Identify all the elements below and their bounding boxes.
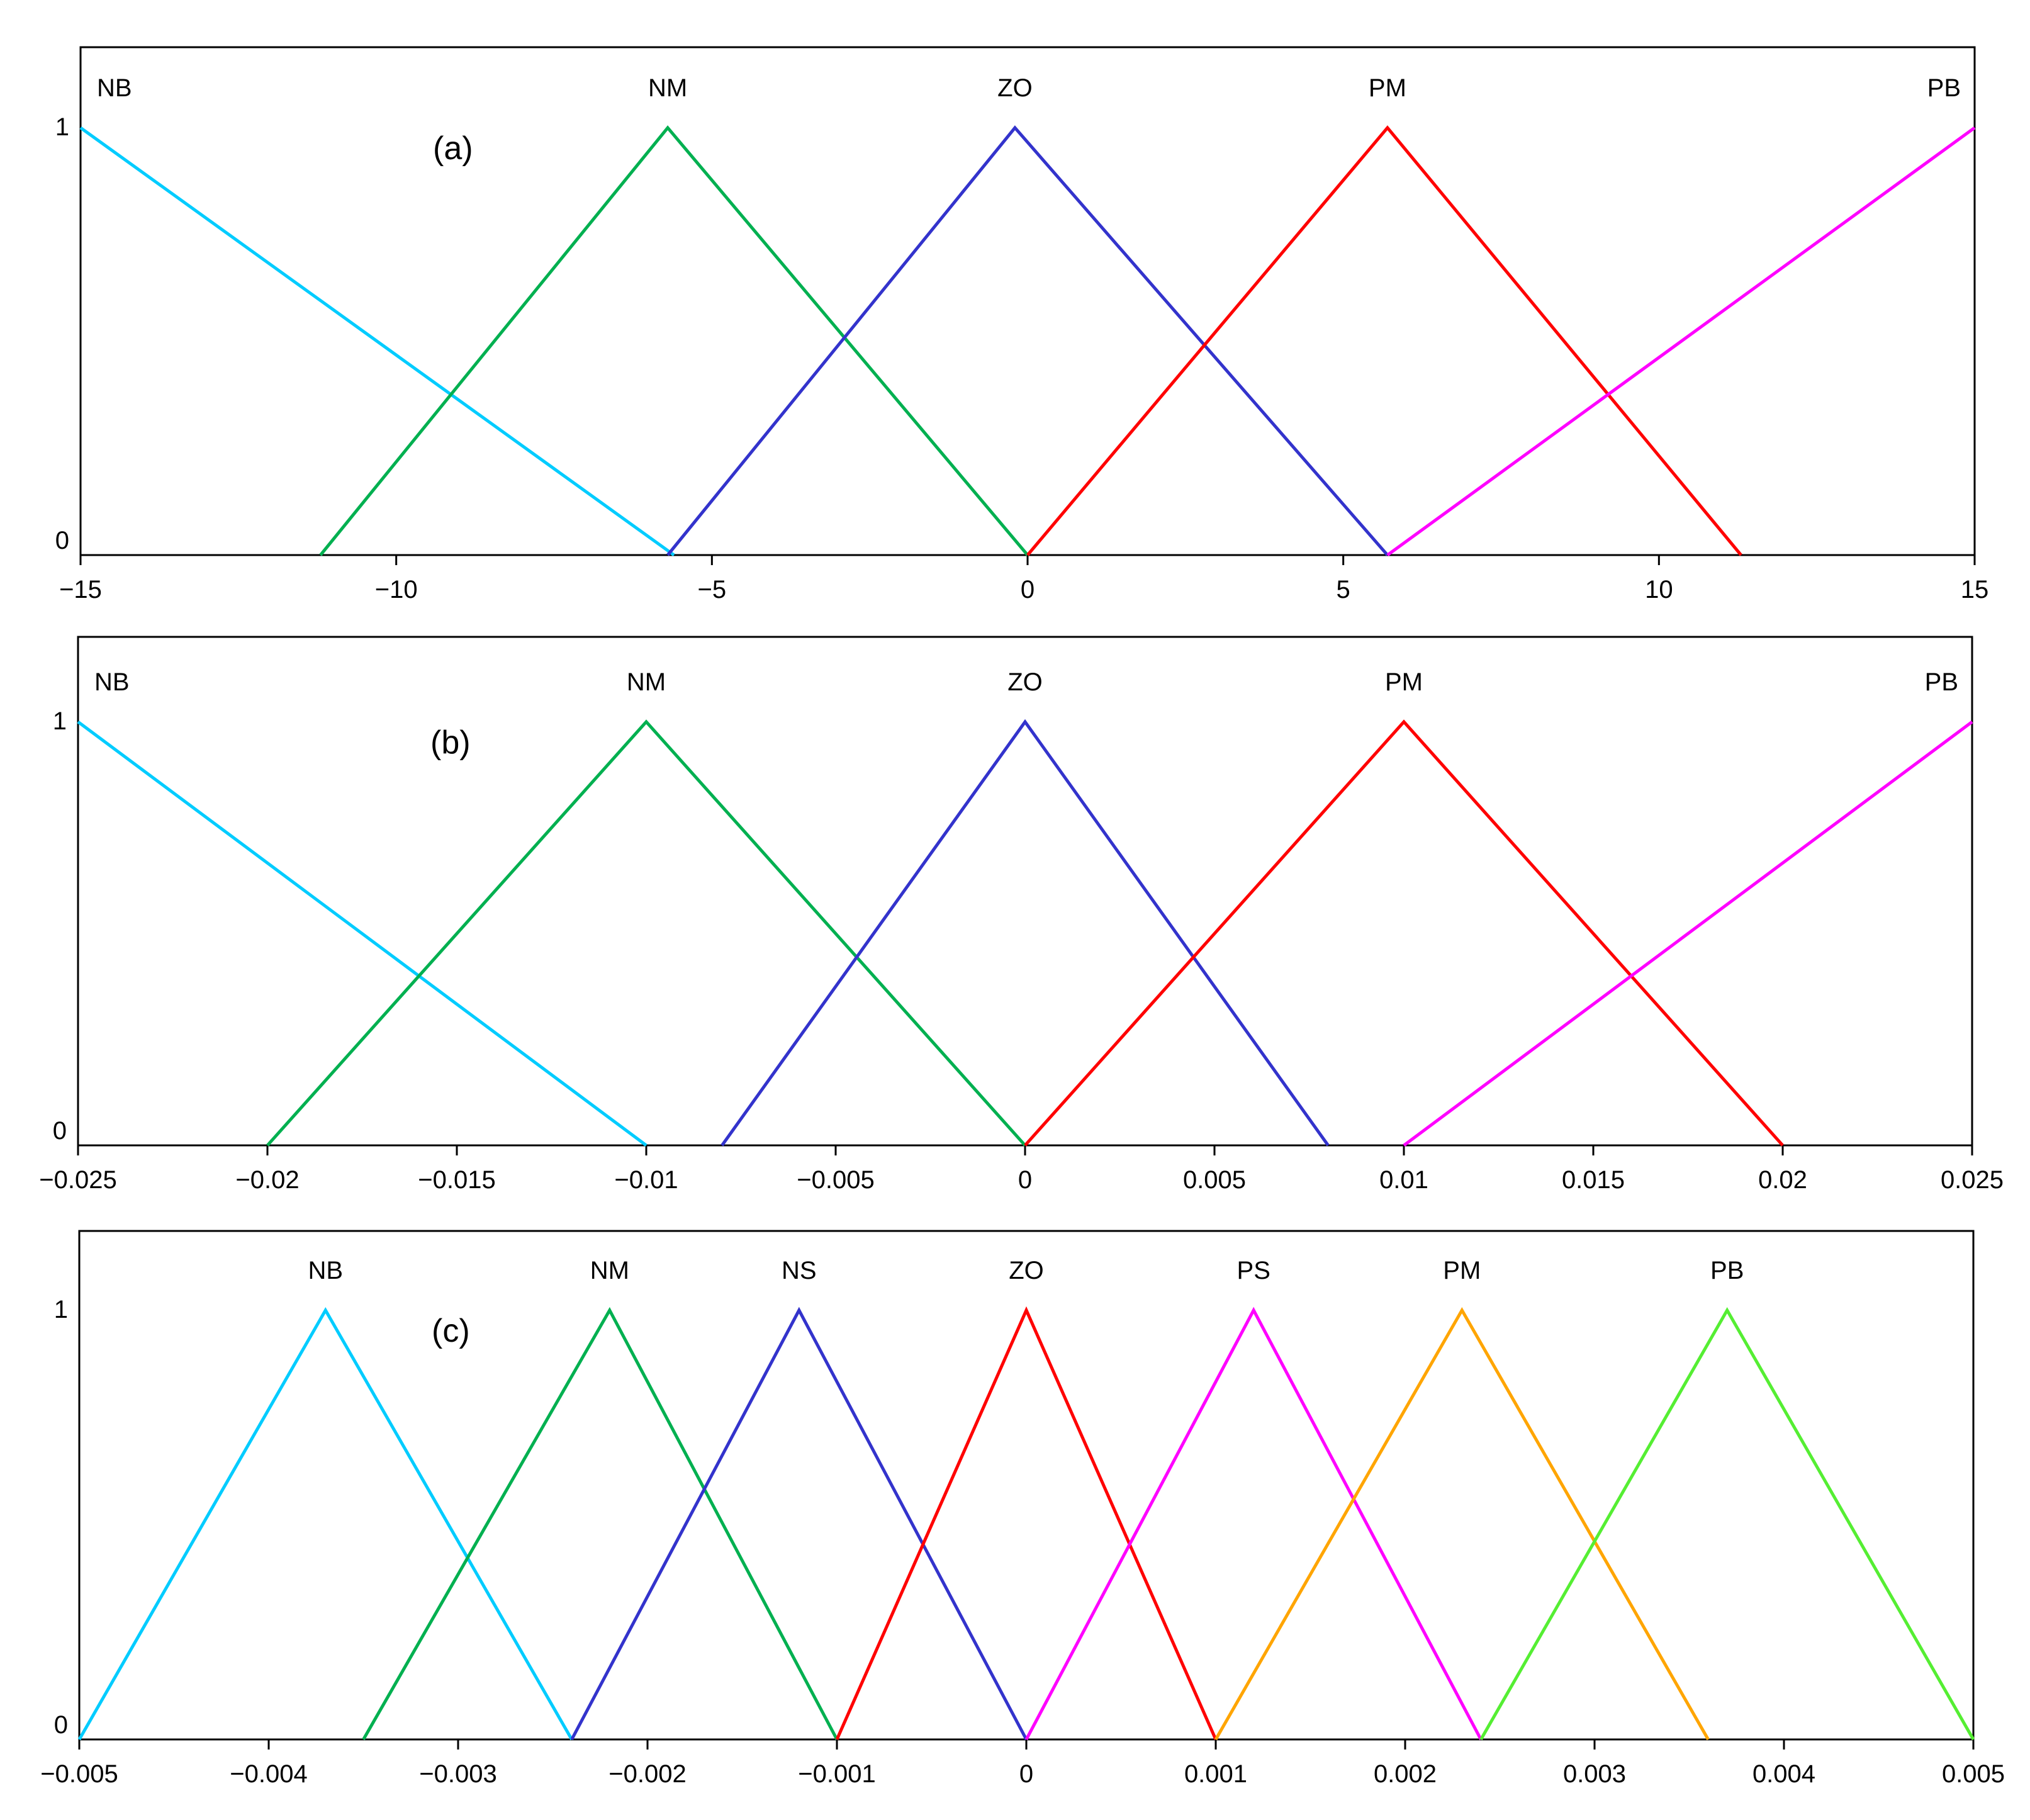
x-tick-label: −0.015 — [418, 1166, 495, 1194]
y-tick-label: 0 — [54, 1711, 68, 1739]
series-label-zo: ZO — [1009, 1257, 1044, 1284]
series-label-nb: NB — [308, 1257, 344, 1284]
x-tick-label: −0.025 — [39, 1166, 116, 1194]
panel-1: −15 −10 −5 0 5 10 15 0 1 NB NM ZO PM PB (a) — [55, 46, 1989, 604]
membership-line-nb — [77, 1306, 573, 1741]
x-tick-label: 0.004 — [1752, 1760, 1815, 1788]
panel-2: −0.025 −0.02 −0.015 −0.01 −0.005 0 0.005 0.01 0.… — [39, 636, 2004, 1194]
x-tick-label: −0.005 — [40, 1760, 118, 1788]
membership-line-pb — [1403, 720, 1973, 1147]
membership-line-pm — [1214, 1306, 1710, 1741]
panel-label: (b) — [430, 724, 471, 761]
plot-frame — [79, 46, 1976, 556]
series-label-nm: NM — [648, 74, 687, 102]
membership-line-nm — [319, 125, 1029, 556]
x-tick-label: 0.015 — [1562, 1166, 1625, 1194]
x-tick-label: −0.003 — [419, 1760, 496, 1788]
membership-line-nm — [266, 719, 1026, 1147]
x-tick-label: 5 — [1337, 576, 1350, 604]
x-tick-label: 0.02 — [1758, 1166, 1807, 1194]
series-label-zo: ZO — [997, 74, 1033, 102]
series-label-pb: PB — [1925, 668, 1958, 696]
series-label-nm: NM — [627, 668, 666, 696]
y-tick-label: 1 — [53, 707, 67, 735]
series-label-nb: NB — [94, 668, 130, 696]
x-tick-label: −10 — [375, 576, 418, 604]
membership-line-zo — [666, 125, 1389, 556]
x-tick-label: −15 — [59, 576, 102, 604]
series-label-pm: PM — [1385, 668, 1423, 696]
membership-line-ps — [1024, 1306, 1483, 1741]
membership-line-pb — [1386, 126, 1976, 557]
x-tick-label: 0.005 — [1183, 1166, 1246, 1194]
x-tick-label: −0.004 — [230, 1760, 307, 1788]
panel-label: (c) — [432, 1313, 470, 1349]
x-tick-label: −0.002 — [608, 1760, 686, 1788]
membership-line-nb — [77, 720, 648, 1147]
membership-line-ns — [570, 1306, 1028, 1741]
y-tick-label: 1 — [54, 1296, 68, 1323]
membership-line-pm — [1024, 719, 1784, 1147]
series-label-nb: NB — [97, 74, 132, 102]
y-tick-label: 1 — [55, 113, 69, 141]
x-tick-label: −5 — [698, 576, 727, 604]
x-tick-label: −0.001 — [798, 1760, 875, 1788]
x-tick-label: 0 — [1019, 1760, 1033, 1788]
x-tick-label: −0.01 — [614, 1166, 678, 1194]
x-tick-label: −0.02 — [235, 1166, 299, 1194]
plot-frame — [77, 636, 1973, 1147]
x-tick-label: 15 — [1961, 576, 1989, 604]
x-tick-label: 0 — [1018, 1166, 1032, 1194]
series-label-ps: PS — [1237, 1257, 1270, 1284]
membership-line-pb — [1479, 1306, 1975, 1741]
membership-line-zo — [835, 1306, 1218, 1741]
x-tick-label: 0.01 — [1379, 1166, 1428, 1194]
x-tick-label: 0.003 — [1563, 1760, 1626, 1788]
y-tick-label: 0 — [53, 1117, 67, 1145]
series-label-pb: PB — [1710, 1257, 1744, 1284]
membership-line-pm — [1026, 125, 1742, 556]
panel-3: −0.005 −0.004 −0.003 −0.002 −0.001 0 0.001 0.00… — [40, 1230, 2005, 1788]
x-tick-label: 0.025 — [1941, 1166, 2004, 1194]
x-tick-label: 10 — [1645, 576, 1673, 604]
x-tick-label: 0.001 — [1184, 1760, 1247, 1788]
series-label-zo: ZO — [1007, 668, 1043, 696]
x-tick-label: 0 — [1021, 576, 1035, 604]
series-label-pm: PM — [1369, 74, 1406, 102]
series-label-pb: PB — [1927, 74, 1961, 102]
membership-line-nm — [362, 1306, 839, 1741]
series-label-ns: NS — [782, 1257, 817, 1284]
x-tick-label: −0.005 — [797, 1166, 874, 1194]
series-label-nm: NM — [590, 1257, 629, 1284]
x-tick-label: 0.005 — [1942, 1760, 2005, 1788]
series-label-pm: PM — [1443, 1257, 1481, 1284]
y-tick-label: 0 — [55, 527, 69, 554]
membership-line-nb — [79, 126, 675, 557]
membership-line-zo — [721, 719, 1330, 1147]
panel-label: (a) — [433, 130, 473, 167]
x-tick-label: 0.002 — [1374, 1760, 1437, 1788]
